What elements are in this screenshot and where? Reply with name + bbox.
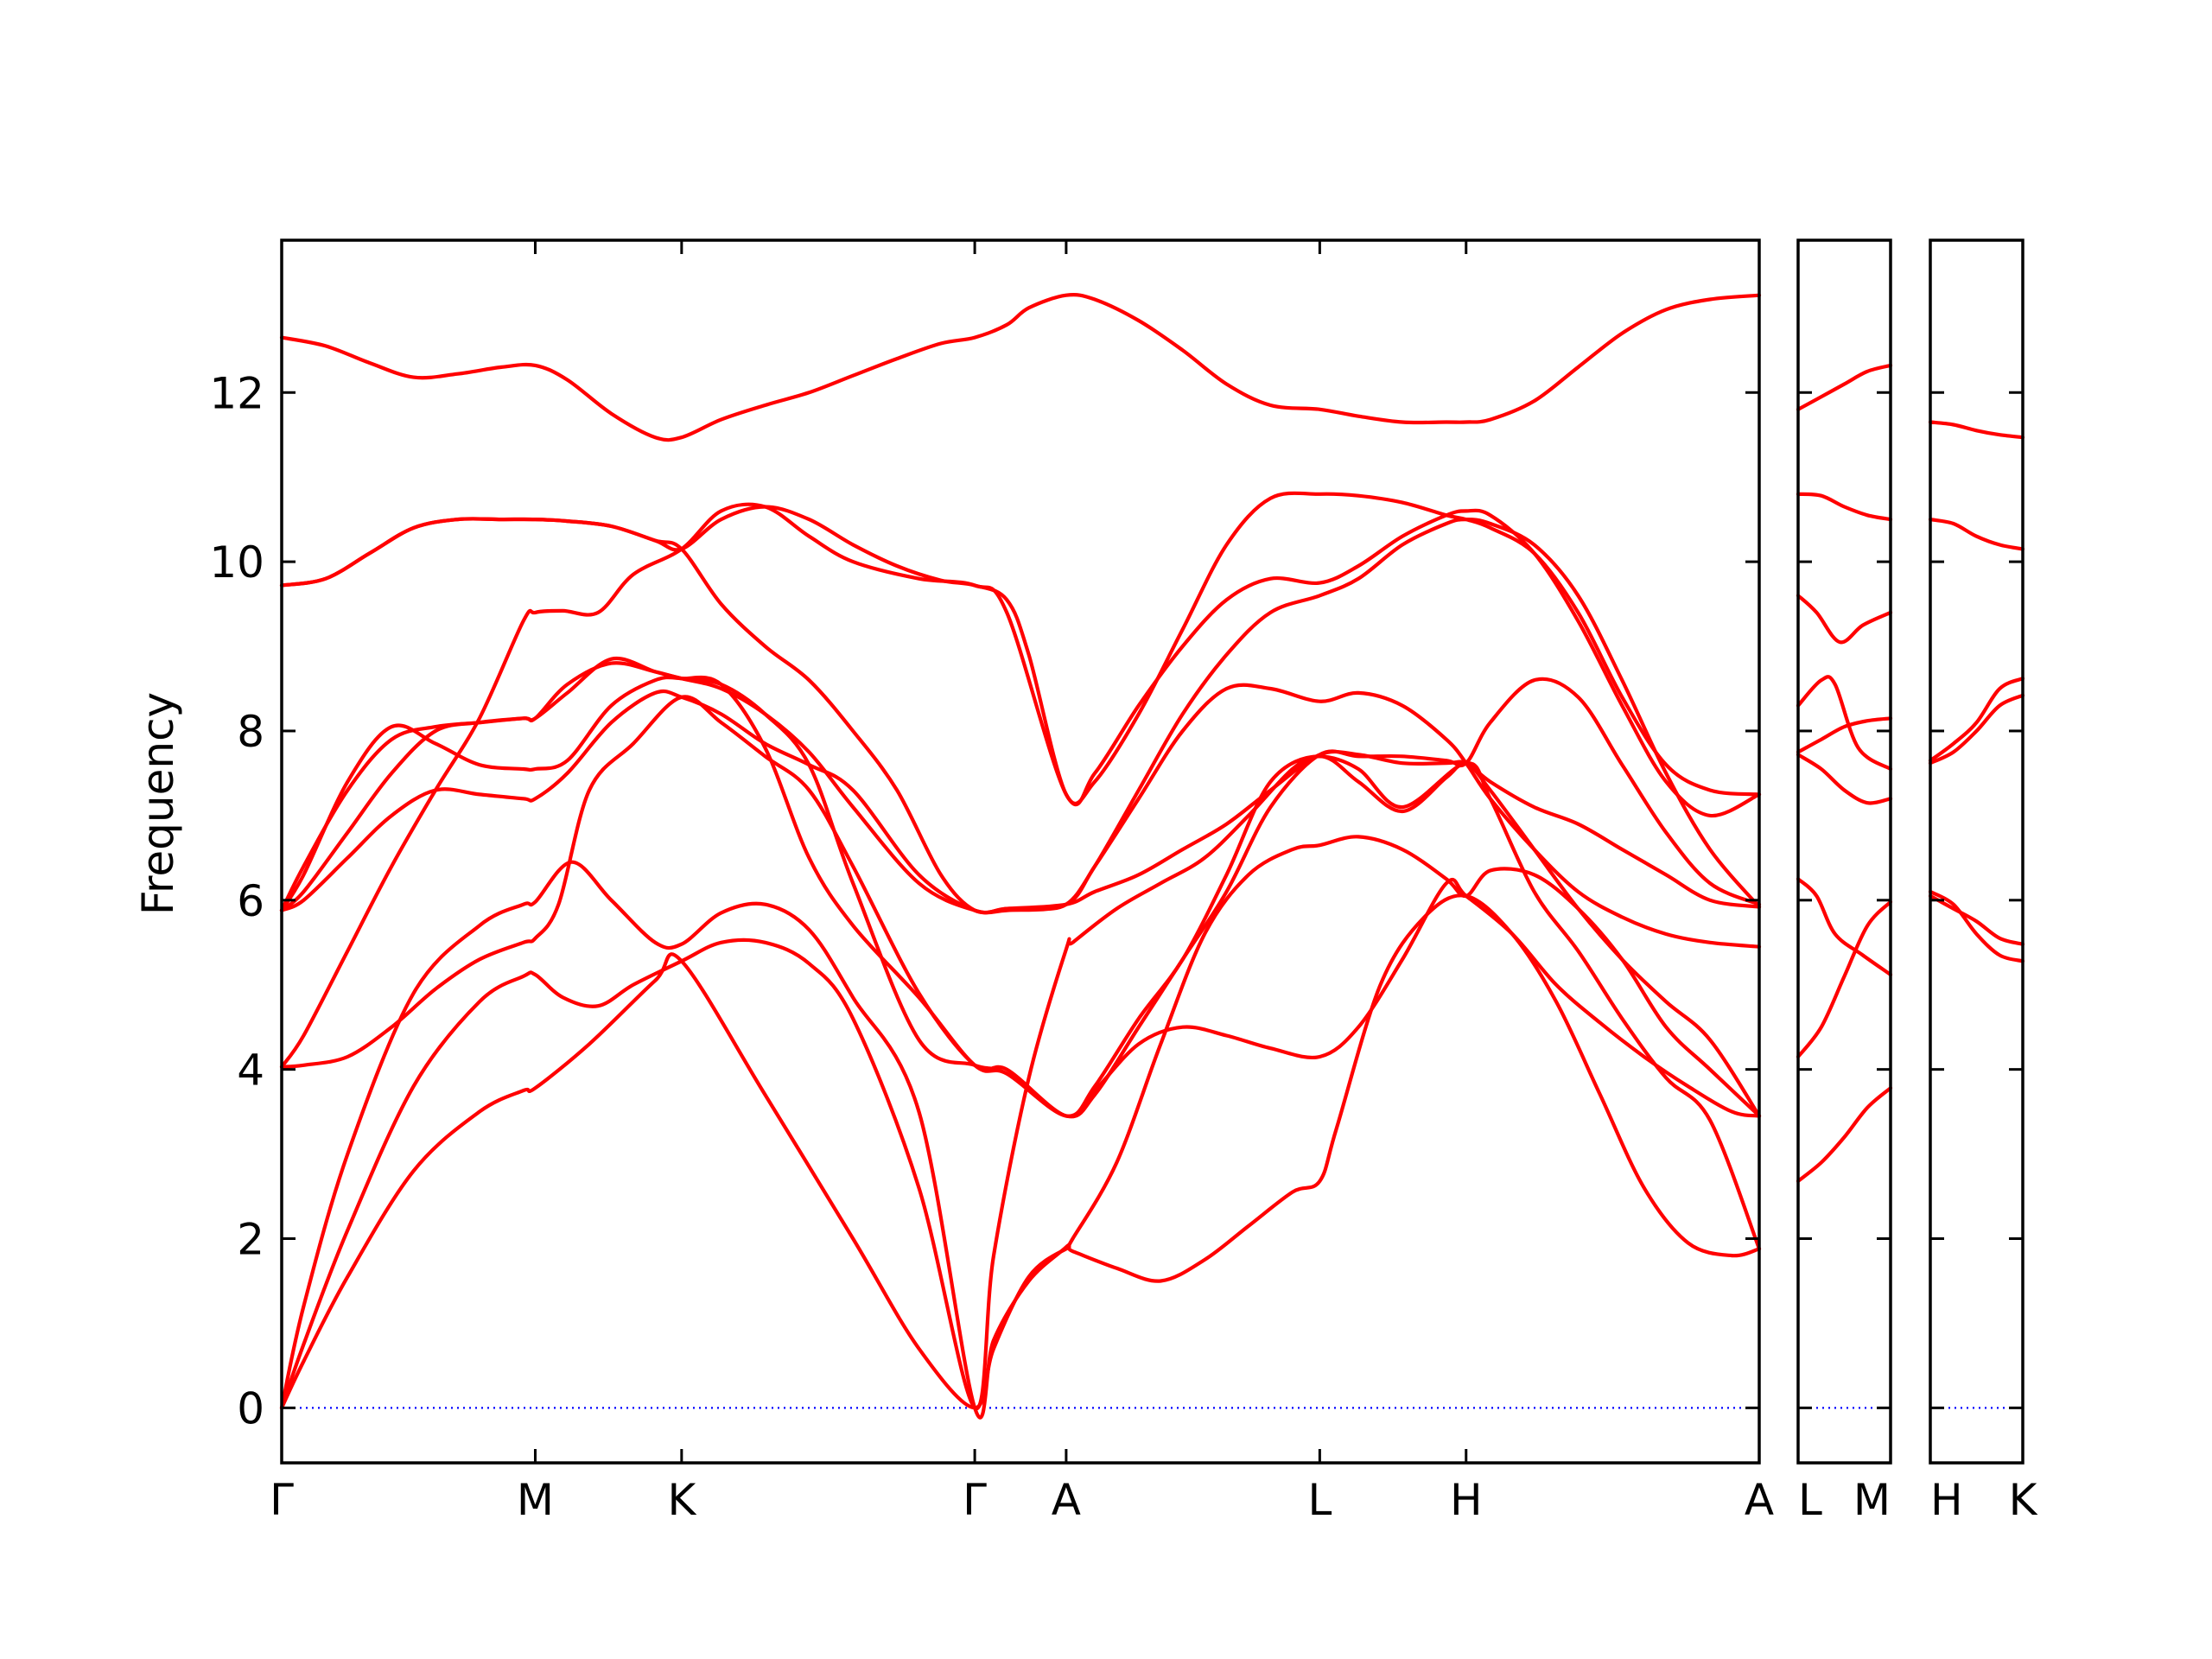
- y-tick-label: 8: [237, 707, 264, 757]
- band-main-11: [279, 292, 1762, 442]
- band-H-K-4: [1928, 518, 2025, 551]
- x-tick-label-A: A: [1052, 1475, 1081, 1525]
- x-tick-label-L: L: [1798, 1475, 1822, 1525]
- panel-main: 0 2 4 6 8 10 12 Γ M K Γ A L H A: [209, 238, 1774, 1525]
- x-tick-label-A: A: [1745, 1475, 1774, 1525]
- y-tick-label: 12: [209, 368, 264, 418]
- band-L-M-3: [1796, 753, 1893, 805]
- band-L-M-2: [1796, 877, 1893, 977]
- band-L-M-7: [1796, 492, 1893, 522]
- y-tick-label: 10: [209, 537, 264, 588]
- band-main-2: [279, 835, 1762, 1420]
- x-tick-label-M: M: [1853, 1475, 1891, 1525]
- x-tick-label-Γ: Γ: [963, 1475, 987, 1525]
- band-H-K-0: [1928, 889, 2025, 963]
- band-L-M-0: [1796, 1086, 1893, 1183]
- band-main-10: [279, 491, 1762, 805]
- y-tick-label: 0: [237, 1383, 264, 1433]
- x-tick-label-H: H: [1450, 1475, 1483, 1525]
- y-tick-label: 6: [237, 876, 264, 926]
- panel-frame: [1796, 238, 1892, 1465]
- band-H-K-2: [1928, 693, 2025, 766]
- panel-frame: [280, 238, 1761, 1465]
- band-main-4: [279, 502, 1762, 1069]
- x-tick-label-H: H: [1930, 1475, 1963, 1525]
- x-tick-label-M: M: [517, 1475, 554, 1525]
- panel-frame: [1929, 238, 2024, 1465]
- band-L-M-8: [1796, 363, 1893, 411]
- band-L-M-1: [1796, 899, 1893, 1059]
- band-L-M-4: [1796, 716, 1893, 754]
- band-H-K-1: [1928, 893, 2025, 946]
- band-L-M-5: [1796, 675, 1893, 772]
- x-tick-label-K: K: [667, 1475, 696, 1525]
- y-tick-label: 2: [237, 1215, 264, 1265]
- band-H-K-5: [1928, 420, 2025, 440]
- x-tick-label-Γ: Γ: [270, 1475, 294, 1525]
- y-tick-label: 4: [237, 1046, 264, 1096]
- band-main-6: [279, 675, 1762, 1118]
- band-main-1: [279, 754, 1762, 1411]
- x-tick-label-L: L: [1307, 1475, 1332, 1525]
- x-tick-label-K: K: [2009, 1475, 2038, 1525]
- band-H-K-3: [1928, 677, 2025, 763]
- band-L-M-6: [1796, 594, 1893, 645]
- y-axis-title: Frequency: [133, 692, 183, 915]
